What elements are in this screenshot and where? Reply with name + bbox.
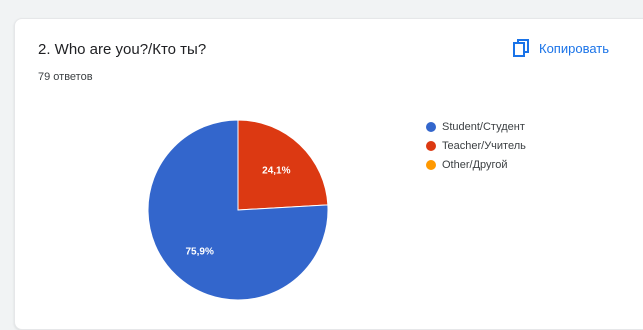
- question-title: 2. Who are you?/Кто ты?: [38, 41, 207, 58]
- legend-swatch: [426, 140, 436, 151]
- legend-swatch: [426, 159, 436, 170]
- copy-button-label: Копировать: [539, 40, 609, 56]
- legend-item-1: Student/Студент: [426, 117, 526, 136]
- pie-slice-2: [237, 119, 329, 211]
- response-count: 79 ответов: [38, 71, 93, 83]
- slice-label-2: 24,1%: [262, 165, 290, 176]
- pie-slice-1: [147, 119, 329, 301]
- chart-legend: Student/Студент Teacher/Учитель Other/Друг…: [426, 117, 526, 174]
- legend-label: Teacher/Учитель: [442, 139, 526, 152]
- question-card: 2. Who are you?/Кто ты? 79 ответов Копир…: [14, 18, 643, 330]
- pie-chart: 24,1% 75,9%: [147, 119, 329, 301]
- legend-swatch: [426, 121, 436, 132]
- legend-label: Student/Студент: [442, 120, 525, 133]
- copy-icon: [513, 39, 529, 57]
- slice-label-1: 75,9%: [185, 247, 213, 258]
- legend-item-3: Other/Другой: [426, 155, 526, 174]
- legend-label: Other/Другой: [442, 158, 508, 171]
- copy-chart-button[interactable]: Копировать: [513, 39, 609, 57]
- legend-item-2: Teacher/Учитель: [426, 136, 526, 155]
